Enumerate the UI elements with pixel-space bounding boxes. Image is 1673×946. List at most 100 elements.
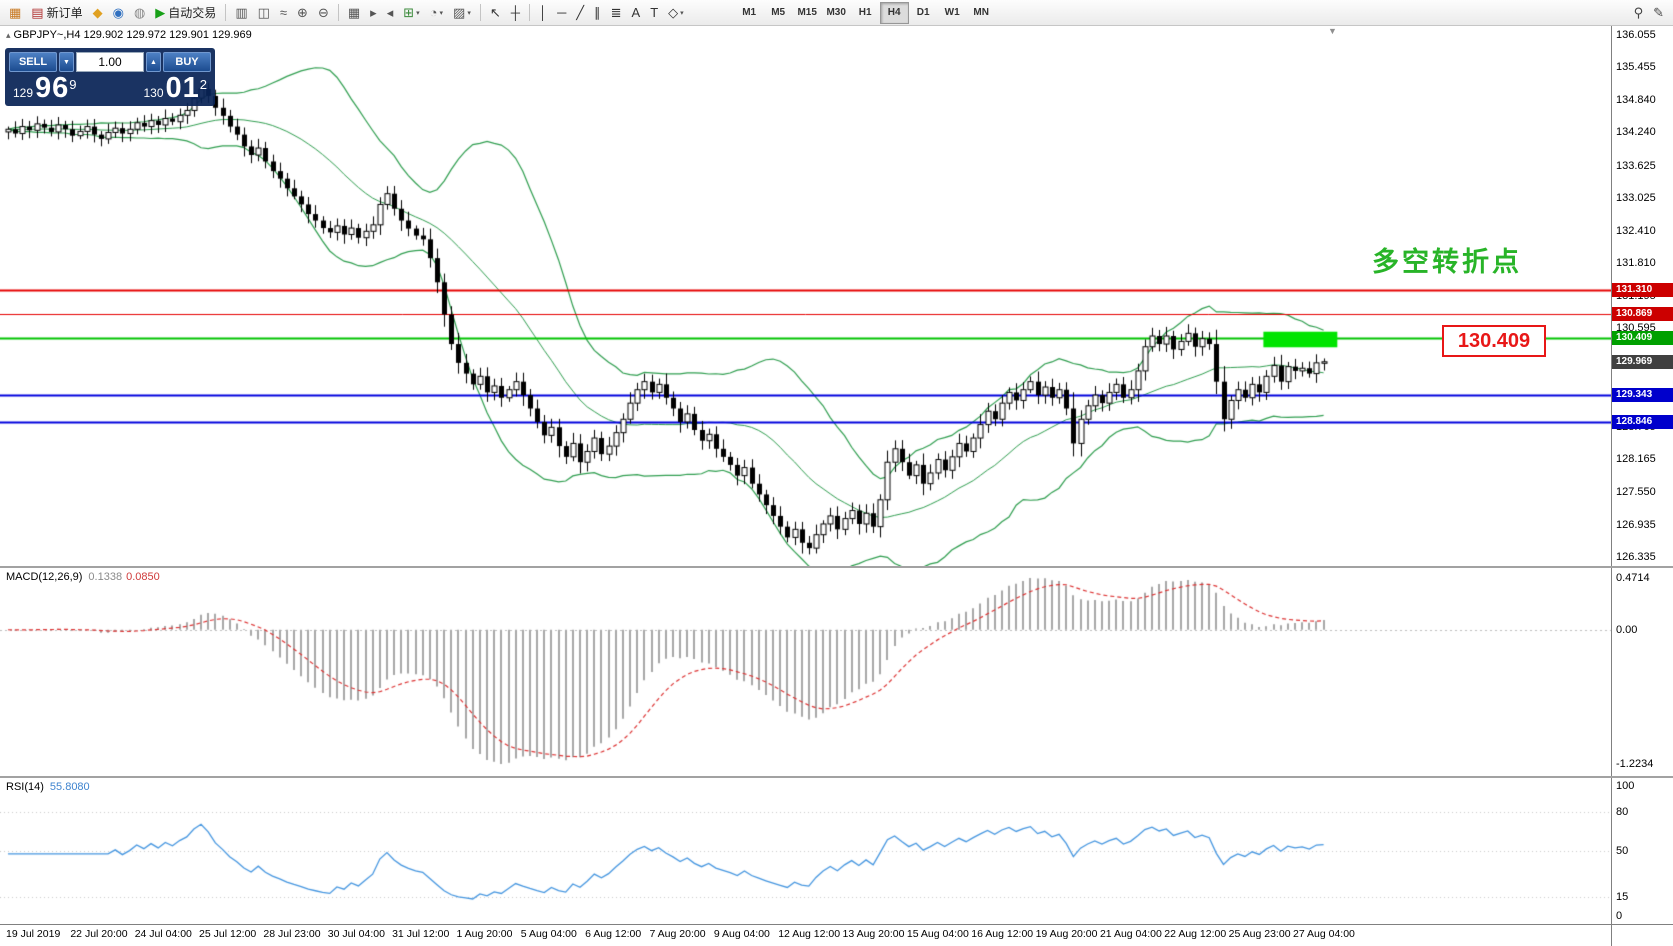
text-icon[interactable]: A bbox=[627, 1, 646, 24]
periods-icon[interactable]: ◔ ▾ bbox=[425, 1, 448, 24]
autotrading-button: ▶ bbox=[155, 5, 166, 20]
templates-icon[interactable]: ▨ ▾ bbox=[448, 1, 476, 24]
price-axis-label: 132.410 bbox=[1616, 224, 1656, 237]
time-axis-label: 9 Aug 04:00 bbox=[713, 928, 770, 940]
timeframe-mn[interactable]: MN bbox=[973, 7, 989, 18]
line-chart-icon: ≈ bbox=[279, 5, 288, 20]
zoom-in-icon[interactable]: ⊕ bbox=[292, 1, 313, 24]
label-icon[interactable]: T bbox=[645, 1, 663, 24]
zoom-out-icon[interactable]: ⊖ bbox=[313, 1, 334, 24]
chart-shift-icon[interactable]: ◂ bbox=[382, 1, 399, 24]
price-axis-label: 128.165 bbox=[1616, 452, 1656, 465]
macd-label: MACD(12,26,9) 0.1338 0.0850 bbox=[6, 571, 160, 583]
price-axis-label: 134.840 bbox=[1616, 94, 1656, 107]
timeframe-d1[interactable]: D1 bbox=[916, 7, 930, 18]
tile-windows-icon[interactable]: ▦ bbox=[343, 1, 365, 24]
sell-button[interactable]: SELL bbox=[9, 52, 57, 72]
timeframe-m30[interactable]: M30 bbox=[826, 7, 846, 18]
hline-icon[interactable]: ─ bbox=[552, 1, 571, 24]
price-axis-label: 136.055 bbox=[1616, 29, 1656, 41]
timeframe-h1[interactable]: H1 bbox=[858, 7, 872, 18]
bar-chart-icon[interactable]: ▥ bbox=[230, 1, 252, 24]
candlestick-icon[interactable]: ◫ bbox=[253, 1, 275, 24]
fibonacci-icon[interactable]: ≣ bbox=[606, 1, 627, 24]
timeframe-m15[interactable]: M15 bbox=[797, 7, 817, 18]
community-icon[interactable]: ◍ bbox=[129, 1, 150, 24]
price-tag: 130.869 bbox=[1612, 306, 1673, 321]
favorites-icon[interactable]: ◆ bbox=[88, 1, 108, 24]
new-order-button: ▤ bbox=[31, 5, 44, 20]
rsi-axis-label: 15 bbox=[1616, 890, 1629, 903]
community-icon: ◍ bbox=[133, 5, 146, 20]
timeframe-m5[interactable]: M5 bbox=[771, 7, 786, 18]
time-axis-label: 25 Aug 23:00 bbox=[1228, 928, 1291, 940]
price-tag: 128.846 bbox=[1612, 415, 1673, 430]
buy-button[interactable]: BUY bbox=[163, 52, 211, 72]
search-icon[interactable]: ⚲ bbox=[1629, 1, 1649, 24]
indicators-icon[interactable]: ⊞ ▾ bbox=[398, 1, 424, 24]
volume-up-button[interactable]: ▲ bbox=[146, 52, 161, 72]
volume-input[interactable] bbox=[76, 52, 144, 72]
bar-chart-icon: ▥ bbox=[235, 5, 248, 20]
price-axis-label: 135.455 bbox=[1616, 61, 1656, 74]
rsi-axis[interactable]: 100 80 50 15 0 bbox=[1611, 778, 1673, 924]
time-axis-label: 6 Aug 12:00 bbox=[585, 928, 642, 940]
trendline-icon[interactable]: ╱ bbox=[571, 1, 589, 24]
price-level-label: 130.409 bbox=[1442, 325, 1546, 357]
line-chart-icon[interactable]: ≈ bbox=[275, 1, 292, 24]
chevron-down-icon: ▾ bbox=[416, 9, 420, 17]
rsi-pane[interactable]: RSI(14) 55.8080 bbox=[0, 778, 1611, 924]
price-tag: 130.409 bbox=[1612, 331, 1673, 346]
main-chart-pane[interactable]: ▴ GBPJPY~,H4 129.902 129.972 129.901 129.… bbox=[0, 26, 1611, 566]
profile-icon[interactable]: ◉ bbox=[108, 1, 129, 24]
chevron-down-icon: ▾ bbox=[467, 9, 471, 17]
timeframe-h4[interactable]: H4 bbox=[879, 1, 909, 24]
chart-shift-marker-icon[interactable]: ▼ bbox=[1328, 26, 1337, 36]
time-axis-label: 19 Aug 20:00 bbox=[1035, 928, 1098, 940]
autotrading-button[interactable]: ▶ 自动交易 bbox=[150, 1, 221, 24]
auto-scroll-icon[interactable]: ▸ bbox=[365, 1, 382, 24]
price-axis-label: 126.935 bbox=[1616, 518, 1656, 531]
zoom-out-icon: ⊖ bbox=[317, 5, 329, 20]
new-order-button[interactable]: ▤ 新订单 bbox=[26, 1, 87, 24]
chevron-down-icon: ▾ bbox=[439, 9, 444, 17]
axis-corner bbox=[1611, 925, 1673, 946]
main-chart-canvas[interactable] bbox=[0, 26, 1611, 566]
macd-axis[interactable]: 0.4714 0.00 -1.2234 bbox=[1611, 568, 1673, 776]
volume-down-button[interactable]: ▼ bbox=[59, 52, 74, 72]
label-icon: T bbox=[650, 5, 659, 20]
indicators-icon: ⊞ bbox=[403, 5, 415, 20]
time-axis-label: 25 Jul 12:00 bbox=[199, 928, 257, 940]
buy-price[interactable]: 130 01 2 bbox=[143, 74, 207, 103]
shapes-icon[interactable]: ◇ ▾ bbox=[663, 1, 689, 24]
macd-pane[interactable]: MACD(12,26,9) 0.1338 0.0850 bbox=[0, 568, 1611, 776]
time-axis[interactable]: 19 Jul 2019 22 Jul 20:00 24 Jul 04:00 25 Ju… bbox=[0, 925, 1611, 946]
time-axis-label: 31 Jul 12:00 bbox=[392, 928, 450, 940]
time-axis-label: 19 Jul 2019 bbox=[6, 928, 61, 940]
macd-axis-label: -1.2234 bbox=[1616, 758, 1654, 770]
timeframe-bar: M1 M5 M15 M30 H1 H4 D1 W1 MN bbox=[735, 1, 996, 24]
crosshair-icon[interactable]: ┼ bbox=[506, 1, 525, 24]
timeframe-m1[interactable]: M1 bbox=[742, 7, 757, 18]
cursor-icon[interactable]: ↖ bbox=[485, 1, 506, 24]
one-click-trading-panel: SELL ▼ ▲ BUY 129 96 9 130 01 2 bbox=[5, 48, 215, 106]
time-axis-label: 28 Jul 23:00 bbox=[263, 928, 321, 940]
vline-icon[interactable]: │ bbox=[534, 1, 552, 24]
time-axis-label: 15 Aug 04:00 bbox=[906, 928, 969, 940]
rsi-canvas[interactable] bbox=[0, 778, 1611, 924]
sell-price[interactable]: 129 96 9 bbox=[13, 74, 77, 103]
time-axis-label: 12 Aug 12:00 bbox=[778, 928, 841, 940]
crosshair-icon: ┼ bbox=[510, 5, 520, 20]
toolbar: ▦ ▤ 新订单 ◆ ◉ ◍ ▶ 自动交易 ▥ ◫ ≈ ⊕ ⊖ ▦ ▸ ◂ ⊞ ▾ ◔ ▾ ▨ ▾ ↖ ┼ │ ─ ╱ ∥ ≣ A T ◇ ▾ M… bbox=[0, 0, 1673, 26]
buy-price-small: 130 bbox=[143, 85, 164, 100]
time-axis-label: 16 Aug 12:00 bbox=[971, 928, 1034, 940]
macd-axis-label: 0.00 bbox=[1616, 623, 1638, 636]
macd-canvas[interactable] bbox=[0, 568, 1611, 776]
chart-window-icon[interactable]: ▦ bbox=[4, 1, 26, 24]
timeframe-w1[interactable]: W1 bbox=[944, 7, 960, 18]
quick-edit-icon[interactable]: ✎ bbox=[1648, 1, 1669, 24]
periods-icon: ◔ bbox=[429, 5, 438, 20]
cursor-icon: ↖ bbox=[489, 5, 501, 20]
price-axis[interactable]: 136.055 135.455 134.840 134.240 133.625 133.0… bbox=[1611, 26, 1673, 566]
channel-icon[interactable]: ∥ bbox=[589, 1, 606, 24]
